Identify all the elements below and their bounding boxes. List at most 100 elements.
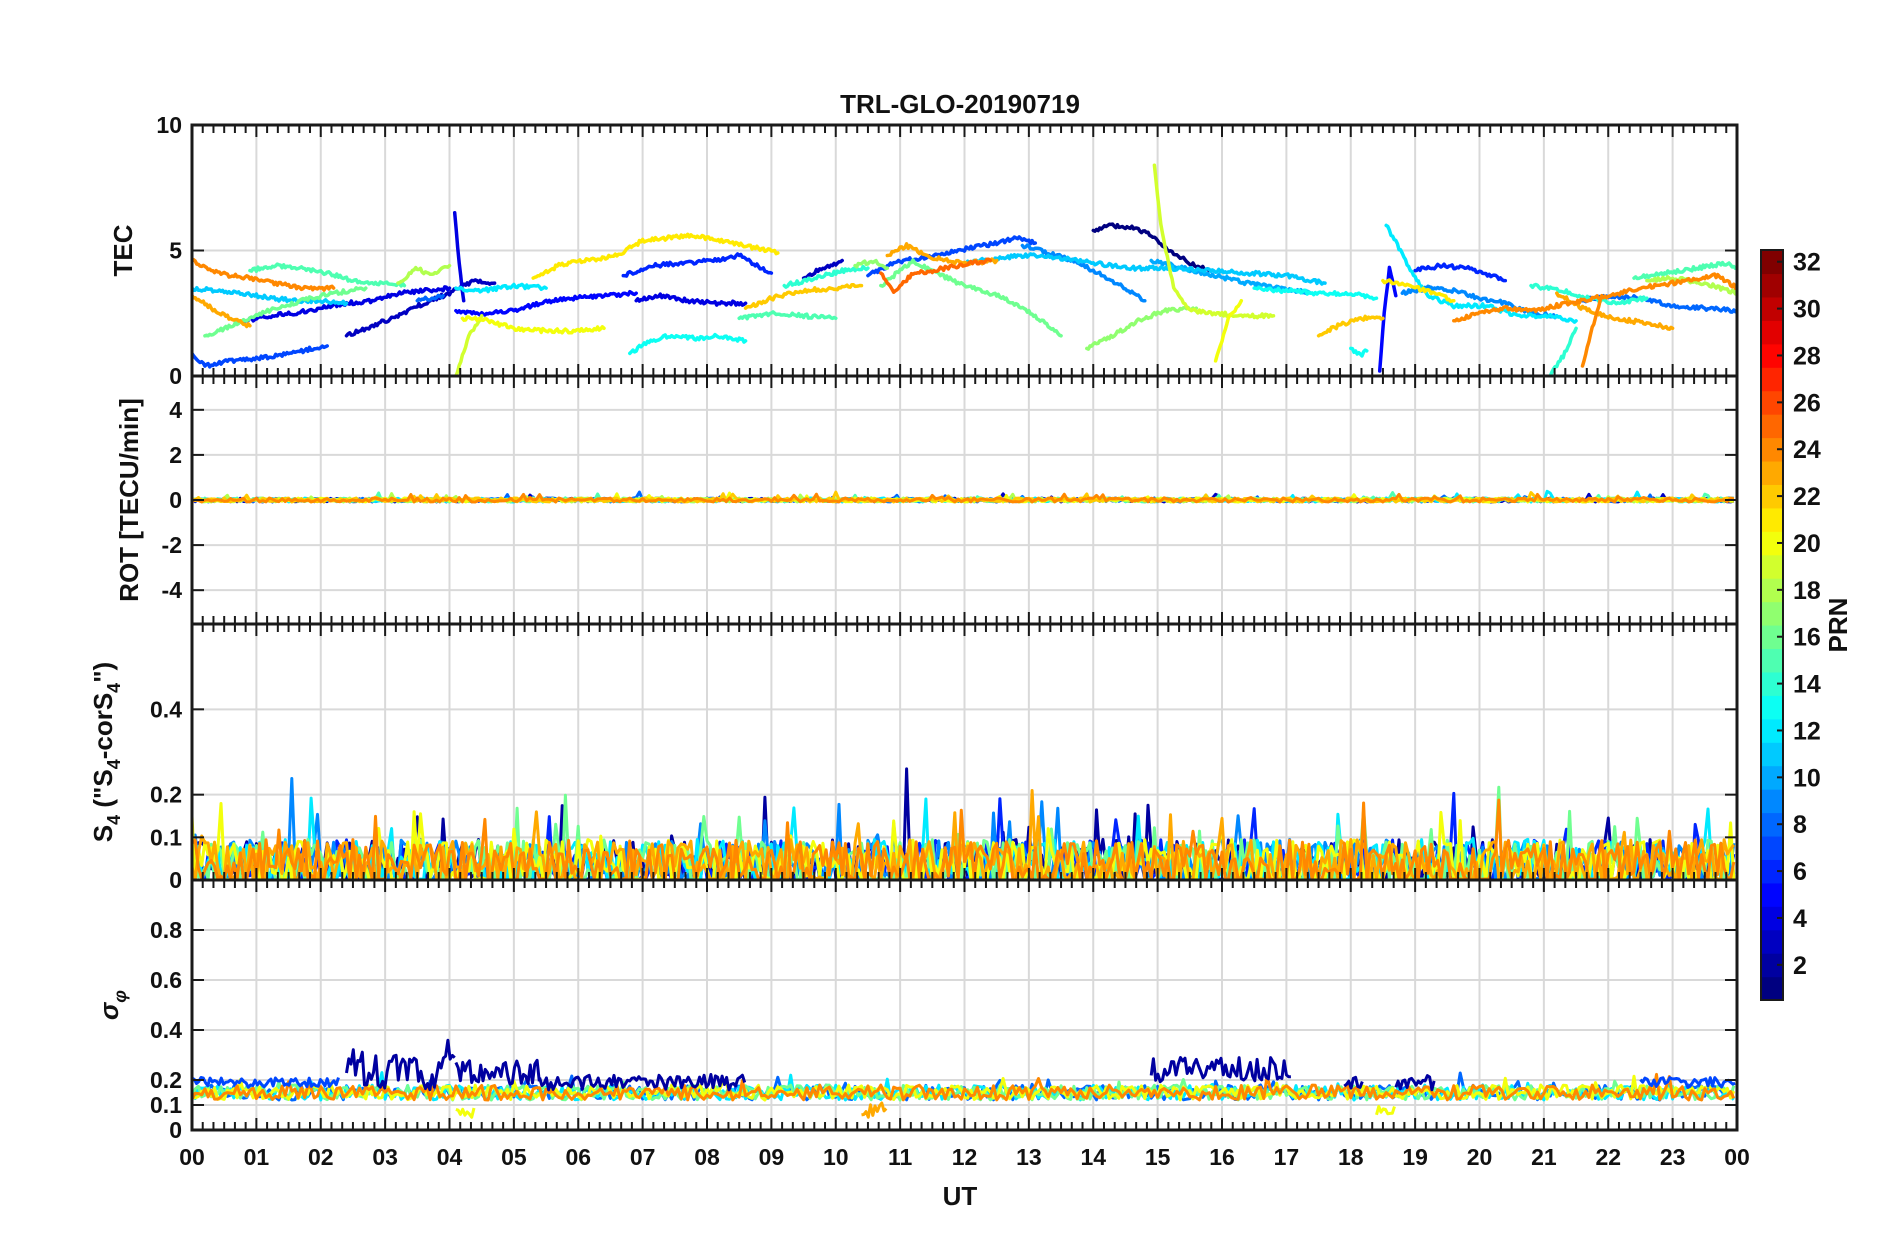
y-axis-label-part: S: [88, 825, 118, 842]
colorbar-tick-label: 18: [1793, 577, 1821, 605]
colorbar-segment: [1761, 789, 1783, 814]
tec-series-prn-13: [628, 332, 748, 356]
sigma_phi-burst-prn-20: [455, 1107, 476, 1119]
x-tick-label: 07: [630, 1144, 656, 1170]
chart-title: TRL-GLO-20190719: [840, 89, 1080, 119]
colorbar-segment: [1761, 437, 1783, 462]
tec-series-prn-17: [1085, 305, 1199, 351]
tec-series-prn-4: [634, 292, 748, 307]
sigma_phi-burst-prn-2: [454, 1058, 541, 1086]
y-tick-label: 10: [156, 112, 182, 138]
x-tick-label: 22: [1595, 1144, 1621, 1170]
colorbar-tick-label: 22: [1793, 483, 1821, 511]
sigma_phi-burst-prn-2: [1149, 1056, 1291, 1084]
y-tick-label: 0.8: [150, 917, 182, 943]
x-tick-label: 02: [308, 1144, 334, 1170]
tec-series-prn-19: [454, 314, 484, 376]
panel-tec: 0 5 10 TEC: [108, 112, 1739, 389]
colorbar-segment: [1761, 906, 1783, 931]
x-tick-label: 00: [179, 1144, 205, 1170]
tec-series-prn-24: [1580, 293, 1604, 368]
colorbar-tick-label: 16: [1793, 624, 1821, 652]
tec-series-prn-21: [1381, 278, 1456, 304]
colorbar-segment: [1761, 273, 1783, 298]
colorbar-segment: [1761, 390, 1783, 415]
sigma_phi-burst-prn-7: [1639, 1076, 1736, 1089]
x-tick-label: 04: [437, 1144, 463, 1170]
colorbar-segment: [1761, 671, 1783, 696]
panel-rot: -4 -2 0 2 4 ROT [TECU/min]: [114, 374, 1739, 626]
x-tick-label: 21: [1531, 1144, 1557, 1170]
y-tick-label: 4: [169, 397, 182, 423]
colorbar-segment: [1761, 296, 1783, 321]
x-tick-label: 05: [501, 1144, 527, 1170]
tec-series-prn-19: [1152, 163, 1276, 320]
tec-series-prn-20: [1213, 298, 1244, 363]
tec-series-prn-7: [866, 235, 1038, 278]
colorbar-tick-label: 24: [1793, 436, 1821, 464]
colorbar-tick-label: 20: [1793, 530, 1821, 558]
x-tick-label: 08: [694, 1144, 720, 1170]
colorbar-segment: [1761, 601, 1783, 626]
y-axis-label-part: "): [88, 662, 118, 683]
colorbar-tick-label: 26: [1793, 389, 1821, 417]
colorbar-label: PRN: [1823, 598, 1853, 653]
tec-series-prn-12: [1384, 223, 1578, 324]
x-tick-label: 15: [1145, 1144, 1171, 1170]
tec-series-prn-6: [1413, 262, 1508, 283]
colorbar-segment: [1761, 882, 1783, 907]
colorbar-segment: [1761, 859, 1783, 884]
colorbar-segment: [1761, 414, 1783, 439]
x-tick-label: 17: [1274, 1144, 1300, 1170]
colorbar-segment: [1761, 765, 1783, 790]
sigma_phi-burst-prn-2: [345, 1038, 456, 1092]
y-axis-label-part: φ: [110, 990, 130, 1003]
tec-series-prn-13: [1349, 346, 1369, 358]
colorbar-segment: [1761, 695, 1783, 720]
tec-series-prn-6: [621, 252, 774, 278]
tec-series-prn-11: [962, 252, 1327, 286]
y-axis-label: S4 ("S4-corS4"): [88, 662, 124, 842]
colorbar-segment: [1761, 320, 1783, 345]
colorbar-segment: [1761, 554, 1783, 579]
x-tick-label: 18: [1338, 1144, 1364, 1170]
x-tick-label: 13: [1016, 1144, 1042, 1170]
colorbar-tick-label: 14: [1793, 671, 1821, 699]
colorbar-tick-label: 4: [1793, 905, 1807, 933]
sigma_phi-burst-prn-2: [1394, 1074, 1436, 1092]
tec-series-prn-17: [853, 258, 890, 271]
sigma_phi-series-prn-24: [192, 1072, 1736, 1102]
tec-series-prn-5: [454, 289, 638, 317]
y-tick-label: 0.1: [150, 1092, 182, 1118]
tec-series-prn-7: [192, 344, 329, 369]
y-tick-label: 0: [169, 363, 182, 389]
tec-series-prn-12: [454, 282, 548, 294]
x-tick-label: 11: [888, 1144, 913, 1170]
sigma_phi-burst-prn-20: [1375, 1104, 1396, 1116]
y-axis-label-part: 4: [104, 683, 124, 693]
x-axis-tick-labels: 00 01 02 03 04 05 06 07 08 09 10 11 12 13 14 15 16 17 18 19…: [179, 1144, 1750, 1170]
x-tick-label: 09: [759, 1144, 785, 1170]
colorbar-segment: [1761, 812, 1783, 837]
y-tick-label: 0: [169, 487, 182, 513]
y-tick-label: 0: [169, 867, 182, 893]
x-tick-label: 01: [244, 1144, 270, 1170]
colorbar-segment: [1761, 484, 1783, 509]
panel-sigma_phi: 00.10.2 0.4 0.6 0.8 σφ: [94, 878, 1739, 1143]
x-tick-label: 20: [1467, 1144, 1493, 1170]
y-tick-label: 0.4: [150, 1017, 182, 1043]
tec-series-prn-16: [879, 258, 1063, 338]
x-tick-label: 10: [823, 1144, 849, 1170]
tec-series-prn-20: [460, 315, 606, 335]
panel-s4: 00.10.20.4S4 ("S4-corS4"): [88, 622, 1739, 893]
y-tick-label: 2: [169, 442, 182, 468]
tec-series-prn-24: [192, 257, 336, 292]
tec-series-prn-24: [1452, 272, 1737, 323]
x-tick-label: 19: [1402, 1144, 1428, 1170]
colorbar-segment: [1761, 343, 1783, 368]
y-tick-label: -2: [162, 532, 182, 558]
tec-series-prn-22: [1316, 314, 1385, 338]
colorbar-tick-label: 32: [1793, 249, 1821, 277]
tec-series-prn-25: [879, 257, 993, 294]
colorbar-tick-label: 12: [1793, 717, 1821, 745]
